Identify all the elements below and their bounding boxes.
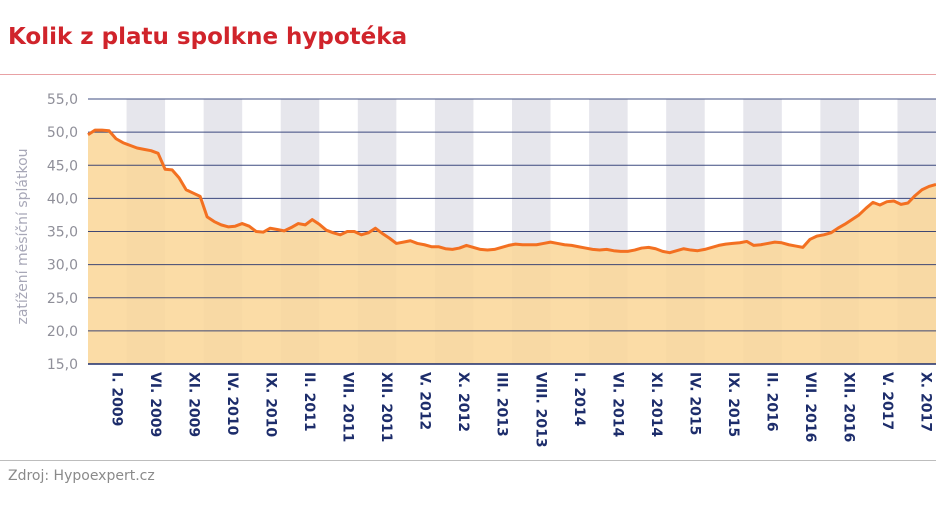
x-tick-label: II. 2011 [301, 372, 317, 432]
x-tick-label: III. 2013 [494, 372, 510, 437]
x-tick-label: VII. 2016 [802, 372, 818, 442]
y-tick-label: 45,0 [47, 158, 78, 174]
x-tick-label: XI. 2009 [185, 372, 201, 437]
x-tick-label: IX. 2015 [725, 372, 741, 437]
y-tick-label: 35,0 [47, 225, 78, 241]
x-tick-label: X. 2017 [918, 372, 934, 432]
y-tick-label: 20,0 [47, 324, 78, 340]
x-tick-label: XII. 2011 [378, 372, 394, 442]
source-note: Zdroj: Hypoexpert.cz [8, 468, 155, 484]
x-tick-label: V. 2012 [417, 372, 433, 430]
x-tick-label: I. 2009 [108, 372, 124, 426]
series-line [87, 128, 936, 255]
y-axis-label: zatížení měsíční splátkou [15, 148, 31, 324]
x-tick-label: IV. 2015 [686, 372, 702, 435]
x-tick-label: VIII. 2013 [532, 372, 548, 448]
area-fill [88, 130, 936, 364]
x-tick-label: VI. 2009 [147, 372, 163, 437]
chart-title: Kolik z platu spolkne hypotéka [8, 24, 408, 50]
x-tick-label: IX. 2010 [262, 372, 278, 437]
x-tick-label: II. 2016 [764, 372, 780, 432]
y-axis-ticks: 15,0 20,0 25,0 30,0 35,0 40,0 45,0 50,0 55,0 [47, 92, 78, 373]
footer-divider [0, 460, 936, 461]
x-tick-label: VI. 2014 [609, 372, 625, 437]
x-tick-label: I. 2014 [571, 372, 587, 427]
x-axis-ticks: I. 2009 VI. 2009 XI. 2009 IV. 2010 IX. 2010 I… [108, 372, 933, 448]
x-tick-label: X. 2012 [455, 372, 471, 432]
x-tick-label: V. 2017 [879, 372, 895, 430]
y-tick-label: 30,0 [47, 258, 78, 274]
title-divider [0, 74, 936, 75]
y-tick-label: 25,0 [47, 291, 78, 307]
x-tick-label: XII. 2016 [841, 372, 857, 442]
x-tick-label: IV. 2010 [224, 372, 240, 436]
x-tick-label: VII. 2011 [340, 372, 356, 442]
y-tick-label: 50,0 [47, 125, 78, 141]
chart: 15,0 20,0 25,0 30,0 35,0 40,0 45,0 50,0 55,0 I. … [15, 92, 936, 448]
x-tick-label: XI. 2014 [648, 372, 664, 437]
y-tick-label: 40,0 [47, 191, 78, 207]
gridlines [88, 98, 936, 365]
y-tick-label: 55,0 [47, 92, 78, 108]
y-tick-label: 15,0 [47, 357, 78, 373]
